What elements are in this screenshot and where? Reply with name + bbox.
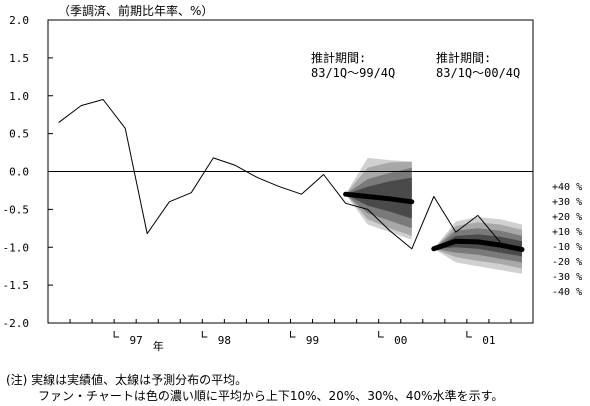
footnote-line-1: (注) 実線は実績値、太線は予測分布の平均。	[6, 373, 248, 387]
fan-bands	[345, 157, 522, 274]
y-tick-label: -0.5	[3, 203, 30, 216]
fan-legend-item: -40 %	[552, 287, 582, 298]
y-tick-label: 1.0	[9, 90, 29, 103]
x-year-label: 98	[218, 334, 231, 347]
x-year-label: 年	[153, 339, 164, 353]
x-year-label: 97	[130, 334, 143, 347]
x-year-label: 99	[306, 334, 319, 347]
year-start-marker	[290, 331, 296, 338]
estimation-period-annotation-2: 推計期間:	[436, 50, 491, 65]
y-tick-label: 1.5	[9, 52, 29, 65]
series-line-forecast-mean-2	[431, 238, 525, 252]
fan-legend-item: +20 %	[552, 212, 582, 223]
year-start-marker	[466, 331, 472, 338]
fan-legend-item: -10 %	[552, 242, 582, 253]
y-tick-label: 0.0	[9, 166, 29, 179]
fan-legend-item: -30 %	[552, 272, 582, 283]
labels: 2.0 1.5 1.0 0.5 0.0 -0.5 -1.0 -1.5 -2.0 97 年 98 99 00…	[3, 3, 583, 353]
y-tick-label: -1.0	[3, 241, 30, 254]
series-lines	[58, 99, 525, 252]
fan-chart: 2.0 1.5 1.0 0.5 0.0 -0.5 -1.0 -1.5 -2.0 97 年 98 99 00…	[3, 3, 583, 353]
y-axis-title: （季調済、前期比年率、%）	[58, 3, 213, 18]
x-year-label: 01	[482, 334, 495, 347]
estimation-period-annotation-1: 83/1Q～99/4Q	[311, 66, 395, 80]
fan-legend-item: +40 %	[552, 182, 582, 193]
y-tick-label: 2.0	[9, 14, 29, 27]
footnote-line-2: ファン・チャートは色の濃い順に平均から上下10%、20%、30%、40%水準を示…	[38, 389, 504, 403]
year-start-marker	[201, 331, 208, 338]
series-line-connector	[389, 230, 413, 250]
fan-legend-item: +30 %	[552, 197, 582, 208]
x-year-label: 00	[394, 334, 407, 347]
series-line-actual-2	[411, 196, 501, 250]
y-tick-label: -1.5	[3, 279, 30, 292]
fan-legend-item: -20 %	[552, 257, 582, 268]
fan-legend-item: +10 %	[552, 227, 582, 238]
axes	[47, 19, 534, 338]
series-line-actual	[58, 99, 391, 235]
year-start-marker	[113, 331, 120, 338]
y-tick-label: -2.0	[3, 317, 30, 330]
estimation-period-annotation-2: 83/1Q～00/4Q	[436, 66, 520, 80]
year-start-marker	[378, 331, 384, 338]
series-line-forecast-mean-1	[343, 191, 415, 205]
estimation-period-annotation-1: 推計期間:	[311, 50, 366, 65]
y-tick-label: 0.5	[9, 128, 29, 141]
